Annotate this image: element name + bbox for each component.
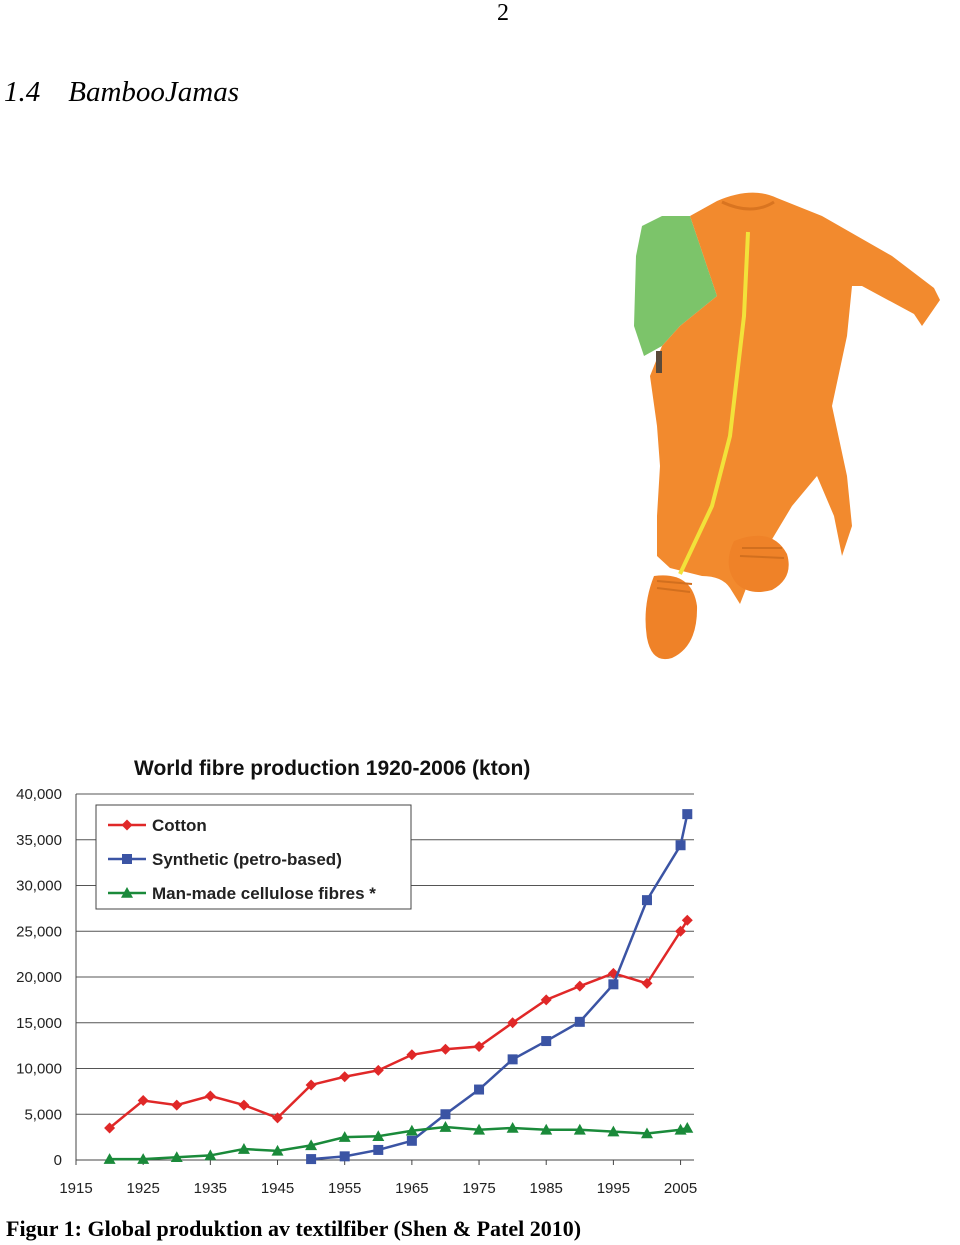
data-point: [271, 1144, 284, 1156]
photo-body: [650, 192, 940, 604]
photo-right-foot: [728, 535, 789, 592]
legend-box: [95, 804, 412, 910]
chart-title: World fibre production 1920-2006 (kton): [134, 757, 530, 780]
x-tick-label: 2005: [664, 1180, 697, 1197]
data-point: [204, 1149, 217, 1161]
x-tick-label: 1995: [597, 1180, 630, 1197]
data-point: [238, 1099, 250, 1111]
series-layer: [103, 809, 694, 1165]
legend-label: Synthetic (petro-based): [152, 850, 342, 869]
data-point: [104, 1122, 116, 1134]
y-tick-label: 5,000: [24, 1106, 62, 1123]
photo-sleeve: [634, 216, 717, 356]
data-point: [372, 1064, 384, 1076]
data-point: [682, 809, 693, 820]
data-point: [372, 1130, 385, 1142]
data-point: [171, 1099, 183, 1111]
series-line: [108, 919, 689, 1129]
data-point: [574, 980, 586, 992]
photo-ankle-gathers: [656, 547, 785, 593]
x-tick-label: 1975: [462, 1180, 495, 1197]
x-tick-label: 1925: [126, 1180, 159, 1197]
data-point: [507, 1017, 519, 1029]
axis-layer: 0 5,000 10,000 15,000 20,000 25,000 30,000 35,0…: [16, 786, 697, 1197]
x-tick-label: 1955: [328, 1180, 361, 1197]
y-tick-label: 20,000: [16, 969, 62, 986]
series-1: [306, 809, 693, 1165]
data-point: [305, 1079, 317, 1091]
data-point: [237, 1143, 250, 1154]
legend-label: Man-made cellulose fibres *: [152, 884, 376, 903]
x-tick-label: 1965: [395, 1180, 428, 1197]
photo-collar: [721, 200, 775, 211]
y-tick-label: 10,000: [16, 1061, 62, 1078]
data-point: [272, 1112, 284, 1124]
y-tick-label: 25,000: [16, 923, 62, 940]
y-tick-label: 0: [54, 1152, 62, 1169]
page-number: 2: [497, 0, 509, 26]
data-point: [339, 1071, 351, 1083]
data-point: [507, 1054, 518, 1065]
series-2: [103, 1121, 694, 1164]
data-point: [339, 1151, 350, 1162]
data-point: [137, 1095, 149, 1107]
data-point: [137, 1153, 150, 1164]
data-point: [641, 977, 653, 989]
data-point: [681, 914, 693, 926]
data-point: [440, 1109, 451, 1120]
data-point: [473, 1041, 485, 1053]
y-tick-label: 35,000: [16, 832, 62, 849]
data-point: [170, 1151, 183, 1163]
legend-swatch-marker: [121, 819, 133, 831]
data-point: [540, 1123, 553, 1135]
data-point: [406, 1135, 417, 1146]
data-point: [305, 1139, 318, 1151]
data-point: [675, 925, 687, 937]
photo-zipper: [678, 231, 750, 575]
data-point: [405, 1124, 418, 1136]
photo-tag: [656, 351, 662, 373]
legend: Cotton Synthetic (petro-based) Man-made ce…: [95, 804, 412, 910]
figure-caption: Figur 1: Global produktion av textilfibe…: [6, 1216, 582, 1241]
y-tick-label: 40,000: [16, 786, 62, 803]
section-number: 1.4: [4, 76, 41, 108]
data-point: [640, 1127, 653, 1139]
y-tick-label: 30,000: [16, 878, 62, 895]
data-point: [641, 895, 652, 906]
data-point: [506, 1121, 519, 1133]
legend-swatch-marker: [121, 887, 133, 898]
data-point: [473, 1123, 486, 1135]
data-point: [306, 1154, 317, 1165]
data-point: [103, 1153, 116, 1164]
data-point: [439, 1043, 451, 1055]
x-tick-label: 1945: [261, 1180, 294, 1197]
series-line: [109, 1125, 688, 1161]
data-point: [541, 1036, 552, 1047]
legend-swatch-marker: [122, 854, 132, 864]
data-point: [474, 1084, 485, 1095]
data-point: [373, 1144, 384, 1155]
x-tick-label: 1985: [530, 1180, 563, 1197]
y-tick-label: 15,000: [16, 1015, 62, 1032]
section-title: BambooJamas: [68, 76, 240, 108]
photo-left-foot: [645, 575, 698, 660]
data-point: [204, 1090, 216, 1102]
data-point: [406, 1049, 418, 1061]
section-heading: 1.4 BambooJamas: [4, 76, 239, 109]
data-point: [608, 979, 619, 990]
data-point: [681, 1121, 694, 1133]
series-0: [104, 914, 693, 1134]
product-photo: [634, 192, 940, 660]
data-point: [675, 840, 686, 851]
legend-label: Cotton: [152, 816, 207, 835]
data-point: [573, 1123, 586, 1135]
x-tick-label: 1935: [194, 1180, 227, 1197]
data-point: [338, 1131, 351, 1142]
data-point: [607, 1125, 620, 1137]
data-point: [574, 1016, 585, 1027]
fibre-production-chart: World fibre production 1920-2006 (kton) …: [16, 757, 697, 1197]
x-tick-label: 1915: [59, 1180, 92, 1197]
data-point: [439, 1121, 452, 1132]
data-point: [540, 994, 552, 1006]
